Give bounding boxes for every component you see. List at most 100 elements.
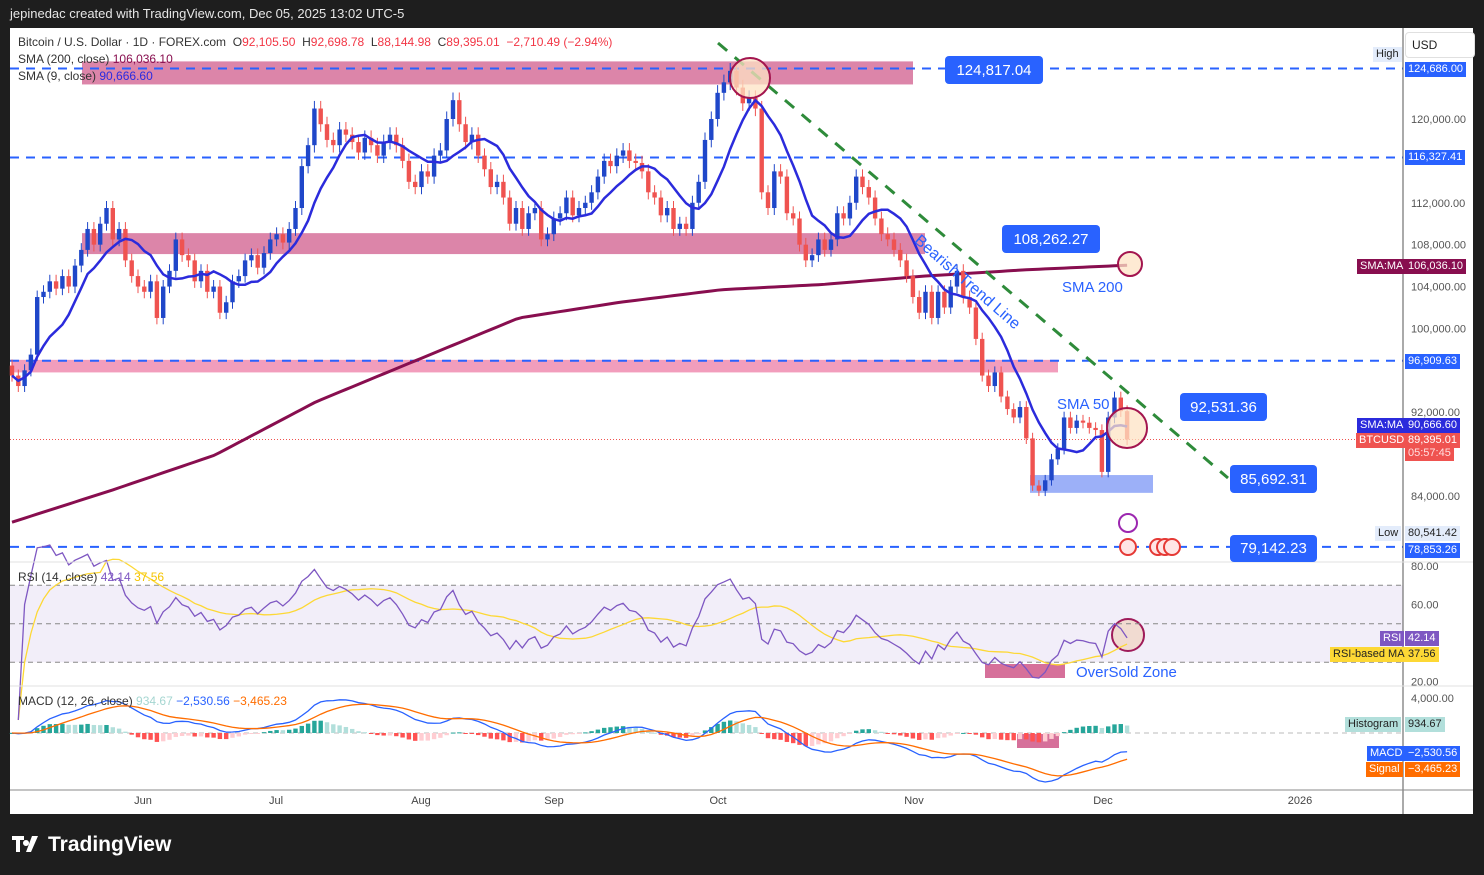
rsi-label: RSI (14, close) (18, 570, 98, 584)
sma9-axis-tag: SMA:MA (1357, 418, 1407, 433)
rsi-legend[interactable]: RSI (14, close) 42.14 37.56 (18, 570, 164, 584)
candle (312, 108, 317, 146)
candle (287, 228, 292, 243)
low-tag: Low (1375, 526, 1402, 541)
candle (992, 372, 997, 387)
sma200-legend[interactable]: SMA (200, close) 106,036.10 (18, 52, 173, 66)
candle (942, 291, 947, 308)
high-value: 92,698.78 (310, 35, 365, 49)
candle (683, 223, 689, 229)
level-label-92531[interactable]: 92,531.36 (1180, 393, 1267, 421)
sma9-legend[interactable]: SMA (9, close) 90,666.60 (18, 69, 153, 83)
candle (318, 108, 323, 125)
symbol-name: Bitcoin / U.S. Dollar · 1D · FOREX.com (18, 35, 227, 49)
currency-button[interactable]: USD (1405, 32, 1475, 58)
candle (570, 197, 575, 216)
macd-histogram-bar (973, 733, 979, 735)
level-label-108262[interactable]: 108,262.27 (1002, 225, 1100, 253)
time-tick-label: Sep (544, 795, 564, 807)
sma9-axis-value: 90,666.60 (1405, 418, 1460, 433)
candle (60, 276, 65, 289)
candle (614, 155, 619, 167)
candle (1074, 420, 1079, 428)
candle (236, 276, 241, 282)
lightning-event-icon (1118, 513, 1138, 533)
candle (205, 270, 210, 292)
macd-histogram-bar (646, 731, 651, 733)
candle (362, 137, 367, 153)
macd-histogram-bar (66, 724, 71, 733)
candle (293, 208, 298, 229)
macd-histogram-bar (910, 733, 916, 739)
time-tick-label: Dec (1093, 795, 1113, 807)
macd-histogram-bar (879, 731, 884, 733)
candle (425, 171, 430, 177)
macd-histogram-bar (1074, 727, 1079, 733)
macd-histogram-bar (929, 733, 934, 740)
macd-histogram-bar (224, 733, 229, 740)
tradingview-logo[interactable]: TradingView (12, 833, 171, 857)
candle (879, 218, 884, 235)
macd-histogram-bar (866, 729, 871, 733)
candle (501, 181, 506, 198)
candle (72, 265, 78, 287)
candle (759, 108, 764, 193)
sma50-text: SMA 50 (1057, 396, 1110, 413)
chart-background (10, 28, 1473, 814)
macd-histogram-bar (803, 733, 808, 747)
level-label-124817[interactable]: 124,817.04 (945, 56, 1043, 84)
level-label-79142[interactable]: 79,142.23 (1230, 535, 1317, 562)
level-label-85692[interactable]: 85,692.31 (1230, 465, 1317, 493)
rsi-tick-label: 60.00 (1411, 600, 1439, 612)
macd-histogram-bar (167, 733, 172, 740)
macd-histogram-bar (85, 723, 90, 733)
macd-histogram-bar (942, 733, 947, 738)
macd-histogram-bar (1055, 733, 1060, 737)
macd-axis-tag: MACD (1367, 746, 1406, 761)
candle (463, 124, 468, 143)
time-tick-label: Oct (709, 795, 726, 807)
macd-histogram-bar (671, 733, 676, 738)
macd-histogram-bar (658, 733, 664, 735)
macd-histogram-bar (809, 733, 815, 746)
macd-histogram-bar (986, 733, 991, 740)
candle (765, 192, 771, 209)
macd-histogram-bar (104, 724, 109, 733)
tradingview-logo-icon (12, 836, 38, 852)
axis-level-3: 96,909.63 (1405, 354, 1460, 369)
macd-histogram-bar (835, 733, 840, 739)
signal-axis-value: −3,465.23 (1405, 762, 1461, 777)
candle (841, 213, 846, 219)
candle (186, 255, 191, 261)
macd-histogram-bar (211, 733, 216, 738)
candle (772, 171, 777, 209)
rsi-ma-value: 37.56 (134, 570, 165, 584)
candle (98, 223, 103, 245)
macd-histogram-bar (721, 721, 727, 733)
sma9-label: SMA (9, close) (18, 69, 97, 83)
macd-histogram-bar (885, 733, 890, 734)
candle (709, 119, 714, 140)
candle (343, 129, 349, 135)
candle (835, 213, 840, 240)
macd-legend[interactable]: MACD (12, 26, close) 934.67 −2,530.56 −3… (18, 694, 287, 708)
candle (898, 249, 903, 261)
macd-histogram-bar (891, 733, 897, 735)
candle (961, 270, 966, 298)
candle (658, 197, 664, 216)
macd-histogram-bar (507, 733, 512, 743)
rsi-ma-axis-value: 37.56 (1405, 647, 1439, 662)
candle (41, 291, 46, 298)
candle (104, 208, 109, 224)
macd-histogram-bar (740, 723, 745, 733)
macd-histogram-bar (759, 733, 764, 734)
macd-histogram-bar (1024, 733, 1029, 740)
candle (249, 255, 254, 261)
macd-histogram-bar (444, 733, 449, 736)
candle (331, 139, 336, 146)
macd-histogram-bar (431, 733, 437, 740)
candle (217, 286, 223, 313)
candle (702, 139, 708, 182)
candle (526, 213, 531, 229)
